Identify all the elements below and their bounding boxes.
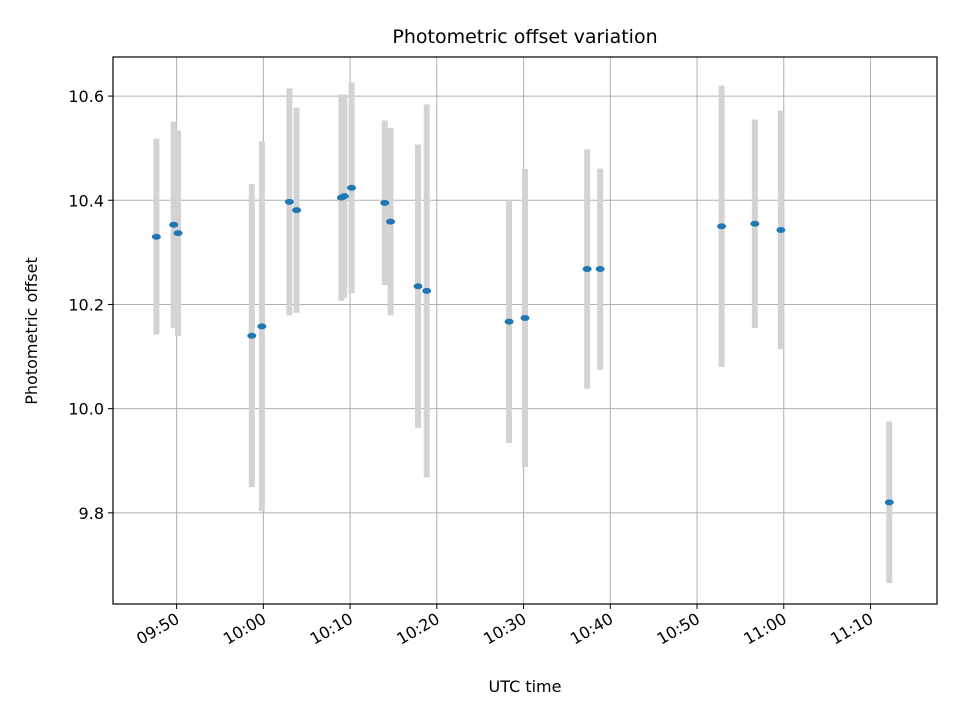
data-point bbox=[422, 287, 432, 294]
data-point bbox=[884, 499, 894, 506]
x-axis-label: UTC time bbox=[489, 677, 562, 696]
data-point bbox=[750, 220, 760, 227]
marker-layer bbox=[151, 184, 894, 506]
plot-frame bbox=[112, 56, 938, 605]
data-point bbox=[173, 230, 183, 237]
data-point bbox=[347, 184, 357, 191]
data-point bbox=[247, 332, 257, 339]
data-point bbox=[776, 226, 786, 233]
y-axis-label: Photometric offset bbox=[22, 257, 41, 405]
y-tick-label: 10.2 bbox=[68, 295, 104, 314]
data-point bbox=[169, 221, 179, 228]
data-point bbox=[413, 283, 423, 290]
data-point bbox=[520, 314, 530, 321]
y-tick-layer: 9.8 10.0 10.2 10.4 10.6 bbox=[68, 87, 113, 523]
data-point bbox=[339, 193, 349, 200]
data-point bbox=[151, 233, 161, 240]
data-point bbox=[380, 199, 390, 206]
data-point bbox=[504, 318, 514, 325]
y-tick-label: 10.4 bbox=[68, 191, 104, 210]
data-point bbox=[284, 198, 294, 205]
data-point bbox=[257, 323, 267, 330]
data-point bbox=[582, 266, 592, 273]
y-tick-label: 9.8 bbox=[79, 504, 104, 523]
y-tick-label: 10.0 bbox=[68, 400, 104, 419]
data-point bbox=[386, 218, 396, 225]
y-tick-label: 10.6 bbox=[68, 87, 104, 106]
data-point bbox=[717, 223, 727, 230]
data-point bbox=[292, 207, 302, 214]
chart-title: Photometric offset variation bbox=[392, 26, 657, 48]
data-point bbox=[595, 266, 605, 273]
